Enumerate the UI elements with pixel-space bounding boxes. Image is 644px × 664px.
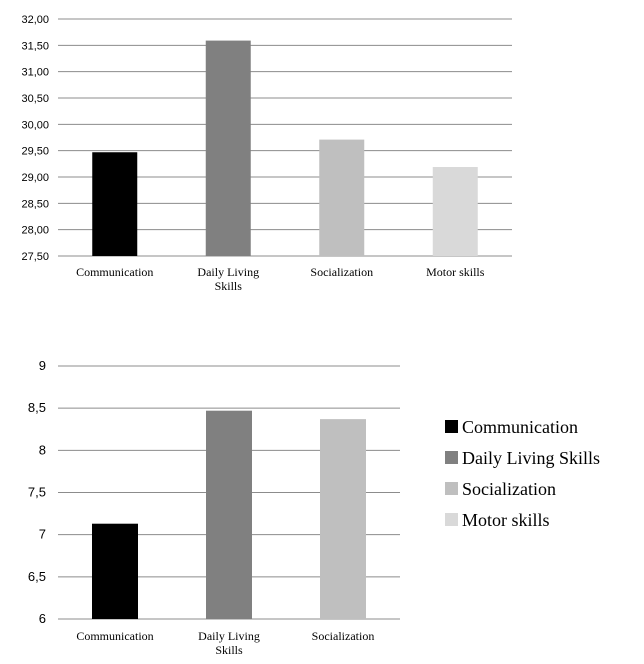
bar-motor-skills bbox=[432, 166, 478, 256]
bar-daily-living-skills bbox=[206, 410, 252, 619]
y-tick-label: 7,5 bbox=[28, 485, 46, 500]
bar-communication bbox=[92, 152, 138, 256]
y-tick-label: 8,5 bbox=[28, 400, 46, 415]
legend-item-label: Motor skills bbox=[462, 510, 550, 530]
y-tick-label: 6,5 bbox=[28, 569, 46, 584]
y-tick-label: 30,00 bbox=[21, 119, 49, 131]
chart-top: 27,50 28,00 28,50 29,00 29,50 30,00 30,50 31,00… bbox=[21, 14, 512, 293]
y-tick-label: 29,00 bbox=[21, 172, 49, 184]
legend: Communication Daily Living Skills Socializ… bbox=[445, 417, 600, 530]
legend-swatch bbox=[445, 513, 458, 526]
x-tick-label: Daily Living Skills bbox=[197, 265, 259, 293]
legend-item-label: Socialization bbox=[462, 479, 556, 499]
legend-item-label: Daily Living Skills bbox=[462, 448, 600, 468]
y-tick-label: 29,50 bbox=[21, 146, 49, 158]
bar-socialization bbox=[319, 139, 365, 256]
y-tick-label: 28,00 bbox=[21, 225, 49, 237]
legend-swatch bbox=[445, 451, 458, 464]
y-tick-label: 31,50 bbox=[21, 40, 49, 52]
bar-communication bbox=[92, 523, 138, 619]
legend-swatch bbox=[445, 482, 458, 495]
x-tick-label: Communication bbox=[76, 265, 153, 279]
legend-swatch bbox=[445, 420, 458, 433]
y-tick-label: 6 bbox=[39, 611, 46, 626]
y-tick-label: 32,00 bbox=[21, 14, 49, 26]
bar-daily-living-skills bbox=[205, 40, 251, 256]
y-tick-label: 31,00 bbox=[21, 67, 49, 79]
x-tick-label: Communication bbox=[76, 629, 153, 643]
x-tick-label: Socialization bbox=[310, 265, 373, 279]
y-tick-label: 28,50 bbox=[21, 198, 49, 210]
chart-bottom: 6 6,5 7 7,5 8 8,5 9 Communication Daily Living Sk… bbox=[28, 358, 400, 657]
y-tick-label: 7 bbox=[39, 527, 46, 542]
y-tick-label: 30,50 bbox=[21, 93, 49, 105]
legend-item-label: Communication bbox=[462, 417, 578, 437]
y-tick-label: 9 bbox=[39, 358, 46, 373]
bar-socialization bbox=[320, 419, 366, 619]
y-tick-label: 27,50 bbox=[21, 251, 49, 263]
x-tick-label: Daily Living Skills bbox=[198, 629, 260, 657]
x-tick-label: Motor skills bbox=[426, 265, 485, 279]
x-tick-label: Socialization bbox=[312, 629, 375, 643]
y-tick-label: 8 bbox=[39, 442, 46, 457]
